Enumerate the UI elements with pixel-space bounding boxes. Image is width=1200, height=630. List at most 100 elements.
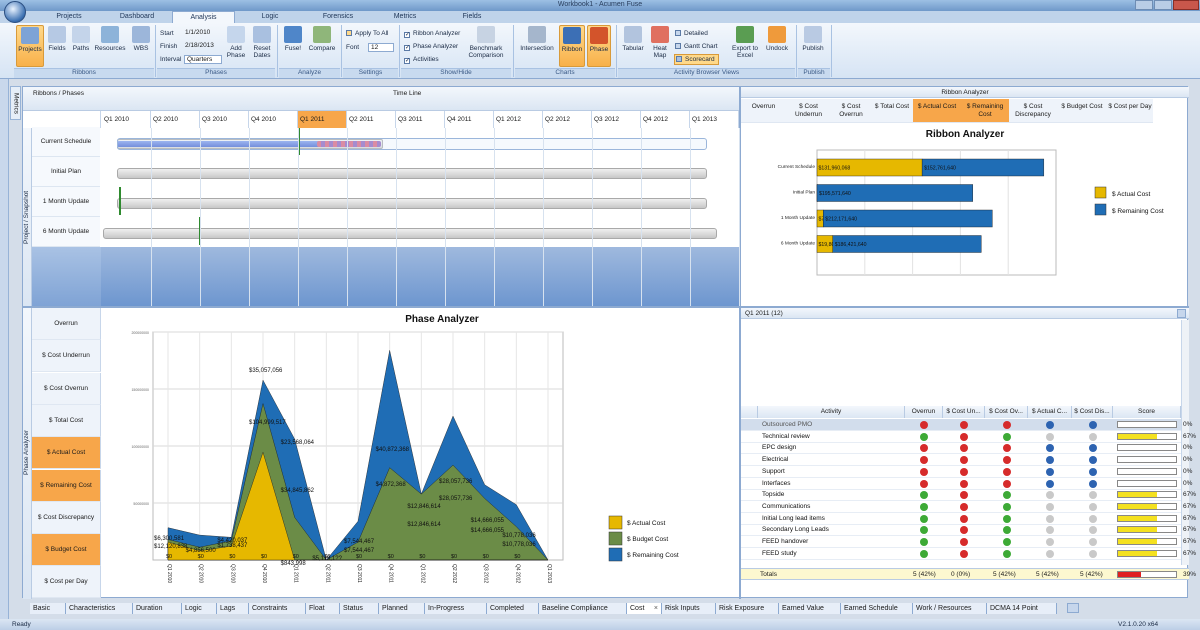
font-size-select[interactable]: 12	[368, 43, 394, 52]
maximize-button[interactable]	[1154, 0, 1172, 10]
column-header-3[interactable]: $ Cost Ov...	[985, 406, 1028, 418]
wbs-button[interactable]: WBS	[130, 25, 152, 67]
table-row[interactable]: Outsourced PMO 0%	[741, 419, 1192, 431]
detailed-button[interactable]: Detailed	[675, 29, 708, 38]
phase-measure-3[interactable]: $ Total Cost	[32, 404, 101, 437]
column-header-2[interactable]: $ Cost Un...	[943, 406, 985, 418]
table-row[interactable]: Initial Long lead items 67%	[741, 513, 1196, 525]
quarter-q1-2013[interactable]: Q1 2013	[690, 111, 739, 128]
sheet-tab-constraints[interactable]: Constraints	[249, 603, 306, 614]
tab-forensics[interactable]: Forensics	[322, 13, 354, 20]
quarter-q1-2011[interactable]: Q1 2011	[298, 111, 347, 128]
tab-logic[interactable]: Logic	[261, 13, 279, 20]
phase-measure-5[interactable]: $ Remaining Cost	[32, 469, 101, 502]
table-row[interactable]: Electrical 0%	[741, 454, 1192, 467]
phase-measure-1[interactable]: $ Cost Underrun	[32, 340, 101, 373]
quarter-q3-2012[interactable]: Q3 2012	[592, 111, 641, 128]
close-tab-icon[interactable]: ×	[653, 605, 658, 612]
table-row[interactable]: Technical review 67%	[741, 431, 1196, 443]
start-date-input[interactable]: 1/1/2010	[185, 29, 211, 36]
tab-list-icon[interactable]	[1067, 603, 1079, 613]
column-header-5[interactable]: $ Cost Dis...	[1072, 406, 1113, 418]
ribbon-analyzer-checkbox[interactable]: ✓ Ribbon Analyzer	[404, 30, 461, 38]
table-options-icon[interactable]	[1177, 309, 1186, 318]
table-row[interactable]: FEED handover 67%	[741, 536, 1196, 548]
sheet-tab-baseline-compliance[interactable]: Baseline Compliance	[539, 603, 627, 614]
fuse-button[interactable]: Fuse!	[282, 25, 304, 67]
table-row[interactable]: FEED study 67%	[741, 548, 1196, 560]
scorecard-button[interactable]: Scorecard	[674, 54, 719, 65]
sheet-tab-float[interactable]: Float	[306, 603, 340, 614]
table-row[interactable]: Topside 67%	[741, 489, 1196, 502]
ribbon-measure-7[interactable]: $ Budget Cost	[1057, 99, 1107, 123]
paths-button[interactable]: Paths	[70, 25, 92, 67]
row-label-6month[interactable]: 6 Month Update	[32, 217, 100, 247]
column-header-1[interactable]: Overrun	[905, 406, 943, 418]
quarter-q4-2011[interactable]: Q4 2011	[445, 111, 494, 128]
gantt-bar-current[interactable]	[117, 141, 375, 147]
add-phase-button[interactable]: Add Phase	[225, 25, 247, 67]
table-scrollbar[interactable]	[1181, 320, 1189, 565]
quarter-q4-2010[interactable]: Q4 2010	[249, 111, 298, 128]
row-label-initial[interactable]: Initial Plan	[32, 157, 100, 187]
phase-measure-6[interactable]: $ Cost Discrepancy	[32, 501, 101, 534]
row-label-1month[interactable]: 1 Month Update	[32, 187, 100, 217]
ribbon-chart-button[interactable]: Ribbon	[559, 25, 585, 67]
sheet-tab-duration[interactable]: Duration	[133, 603, 182, 614]
horizontal-splitter[interactable]	[23, 306, 739, 308]
ribbon-measure-2[interactable]: $ Cost Overrun	[831, 99, 871, 123]
compare-button[interactable]: Compare	[306, 25, 338, 67]
quarter-q1-2012[interactable]: Q1 2012	[494, 111, 543, 128]
phase-measure-4[interactable]: $ Actual Cost	[32, 437, 101, 470]
phase-analyzer-checkbox[interactable]: ✓ Phase Analyzer	[404, 43, 459, 51]
quarter-q3-2011[interactable]: Q3 2011	[396, 111, 445, 128]
projects-button[interactable]: Projects	[16, 25, 44, 67]
sheet-tab-earned-schedule[interactable]: Earned Schedule	[841, 603, 913, 614]
phase-measure-8[interactable]: $ Cost per Day	[32, 566, 101, 599]
sheet-tab-risk-inputs[interactable]: Risk Inputs	[662, 603, 716, 614]
ribbon-measure-5[interactable]: $ Remaining Cost	[961, 99, 1009, 123]
minimize-button[interactable]	[1135, 0, 1153, 10]
table-row[interactable]: Secondary Long Leads 67%	[741, 524, 1196, 537]
quarter-q4-2012[interactable]: Q4 2012	[641, 111, 690, 128]
gantt-bar-initial[interactable]	[117, 168, 707, 179]
metrics-side-tab[interactable]: Metrics	[10, 86, 21, 120]
quarter-q2-2010[interactable]: Q2 2010	[151, 111, 200, 128]
benchmark-comparison-button[interactable]: Benchmark Comparison	[464, 25, 508, 67]
ribbon-measure-8[interactable]: $ Cost per Day	[1107, 99, 1153, 123]
phase-measure-2[interactable]: $ Cost Overrun	[32, 372, 101, 405]
phase-measure-0[interactable]: Overrun	[32, 308, 101, 340]
sheet-tab-completed[interactable]: Completed	[487, 603, 539, 614]
sheet-tab-work-resources[interactable]: Work / Resources	[913, 603, 987, 614]
export-to-excel-button[interactable]: Export to Excel	[728, 25, 762, 67]
column-header-0[interactable]: Activity	[758, 406, 905, 418]
row-label-current[interactable]: Current Schedule	[32, 127, 100, 157]
phase-chart-button[interactable]: Phase	[587, 25, 611, 67]
sheet-tab-basic[interactable]: Basic	[30, 603, 66, 614]
sheet-tab-planned[interactable]: Planned	[379, 603, 425, 614]
gantt-chart-button[interactable]: Gantt Chart	[675, 42, 718, 51]
sheet-tab-logic[interactable]: Logic	[182, 603, 217, 614]
column-header-6[interactable]: Score	[1113, 406, 1181, 418]
sheet-tab-status[interactable]: Status	[340, 603, 379, 614]
vertical-splitter[interactable]	[739, 87, 741, 599]
quarter-q1-2010[interactable]: Q1 2010	[102, 111, 151, 128]
quarter-q2-2011[interactable]: Q2 2011	[347, 111, 396, 128]
sheet-tab-dcma-14-point[interactable]: DCMA 14 Point	[987, 603, 1057, 614]
reset-dates-button[interactable]: Reset Dates	[250, 25, 274, 67]
sheet-tab-in-progress[interactable]: In-Progress	[425, 603, 487, 614]
sheet-tab-lags[interactable]: Lags	[217, 603, 249, 614]
gantt-bar-current-critical[interactable]	[317, 141, 381, 147]
close-button[interactable]	[1173, 0, 1199, 10]
column-header-4[interactable]: $ Actual C...	[1028, 406, 1072, 418]
tab-dashboard[interactable]: Dashboard	[119, 13, 155, 20]
intersection-button[interactable]: Intersection	[518, 25, 556, 67]
interval-select[interactable]: Quarters	[184, 55, 222, 64]
quarter-q2-2012[interactable]: Q2 2012	[543, 111, 592, 128]
sheet-tab-earned-value[interactable]: Earned Value	[779, 603, 841, 614]
finish-date-input[interactable]: 2/18/2013	[185, 42, 214, 49]
table-row[interactable]: Support 0%	[741, 466, 1192, 478]
tab-metrics[interactable]: Metrics	[393, 13, 417, 20]
gantt-bar-6month[interactable]	[103, 228, 717, 239]
table-row[interactable]: Communications 67%	[741, 501, 1196, 513]
